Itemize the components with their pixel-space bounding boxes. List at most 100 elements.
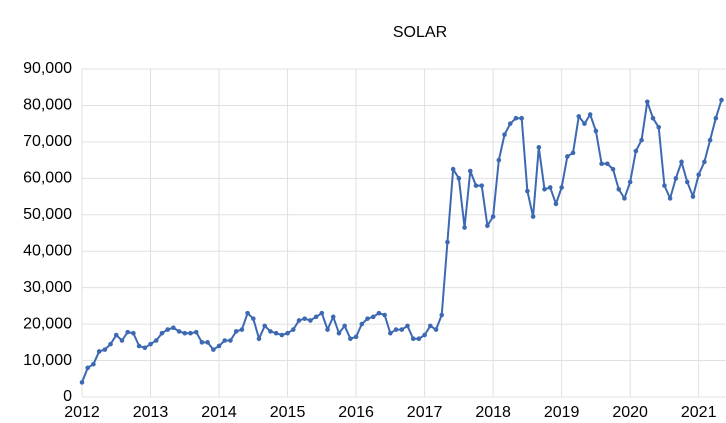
x-tick-label: 2016 [338, 404, 374, 421]
marker [433, 327, 439, 332]
marker [696, 172, 701, 177]
marker [96, 349, 102, 354]
marker [102, 347, 108, 352]
marker [616, 186, 622, 192]
marker [108, 341, 113, 347]
x-tick-label: 2020 [612, 404, 648, 421]
marker [148, 341, 153, 347]
marker [456, 176, 462, 181]
marker [399, 327, 405, 332]
y-tick-label: 50,000 [23, 206, 72, 223]
marker [513, 115, 519, 121]
marker [319, 310, 325, 316]
marker [713, 115, 719, 121]
marker [393, 327, 399, 332]
marker [79, 380, 85, 385]
marker [119, 338, 125, 343]
marker [656, 125, 662, 130]
marker [222, 338, 228, 343]
marker [565, 154, 570, 159]
marker [216, 343, 222, 349]
marker [502, 132, 507, 137]
marker [296, 318, 302, 323]
marker [445, 239, 450, 245]
chart-title: SOLAR [393, 24, 447, 41]
x-tick-label: 2018 [475, 404, 511, 421]
marker [519, 115, 524, 121]
marker [490, 214, 496, 219]
marker [142, 345, 148, 351]
marker [410, 336, 416, 341]
marker [359, 321, 365, 327]
marker [262, 323, 268, 329]
marker [239, 327, 245, 332]
y-tick-label: 10,000 [23, 352, 72, 369]
marker [536, 145, 542, 150]
x-tick-label: 2021 [681, 404, 717, 421]
marker [348, 336, 353, 341]
marker [610, 166, 616, 172]
marker [330, 314, 336, 320]
marker [605, 161, 610, 167]
marker [405, 323, 410, 329]
marker [479, 183, 485, 188]
marker [570, 150, 576, 156]
marker [233, 329, 239, 334]
marker [205, 340, 210, 345]
marker [422, 332, 427, 338]
marker [125, 329, 130, 335]
marker [662, 183, 667, 188]
marker [416, 336, 422, 341]
marker [273, 330, 279, 336]
x-tick-label: 2014 [201, 404, 237, 421]
marker [593, 128, 599, 134]
marker [547, 185, 553, 190]
y-tick-label: 0 [63, 388, 72, 405]
y-tick-label: 20,000 [23, 315, 72, 332]
marker [507, 121, 513, 126]
marker [188, 330, 193, 336]
marker [382, 312, 387, 318]
marker [153, 338, 159, 343]
marker [679, 159, 684, 165]
marker [131, 330, 136, 336]
marker [633, 148, 639, 154]
y-tick-label: 40,000 [23, 242, 72, 259]
marker [342, 323, 347, 329]
marker [279, 332, 285, 338]
marker [336, 330, 342, 336]
marker [182, 330, 188, 336]
marker [245, 310, 250, 316]
marker [462, 225, 467, 230]
marker [622, 196, 627, 201]
marker [582, 121, 587, 126]
marker [439, 312, 445, 318]
y-tick-label: 70,000 [23, 133, 72, 150]
marker [85, 365, 91, 371]
marker [302, 316, 307, 321]
marker [707, 137, 713, 143]
marker [388, 330, 393, 336]
marker [644, 99, 650, 105]
marker [165, 327, 170, 332]
x-tick-label: 2015 [270, 404, 306, 421]
marker [251, 316, 256, 321]
y-tick-label: 60,000 [23, 170, 72, 187]
x-tick-label: 2019 [544, 404, 580, 421]
marker [525, 188, 530, 194]
y-tick-label: 90,000 [23, 60, 72, 77]
marker [285, 330, 290, 336]
marker [199, 340, 205, 345]
marker [542, 186, 547, 192]
marker [496, 157, 502, 163]
marker [91, 361, 96, 367]
marker [256, 336, 262, 341]
marker [268, 329, 273, 334]
marker [530, 214, 536, 219]
marker [587, 112, 593, 117]
marker [719, 97, 724, 103]
marker [702, 159, 707, 165]
marker [136, 343, 142, 349]
marker [428, 323, 433, 329]
y-tick-label: 80,000 [23, 97, 72, 114]
